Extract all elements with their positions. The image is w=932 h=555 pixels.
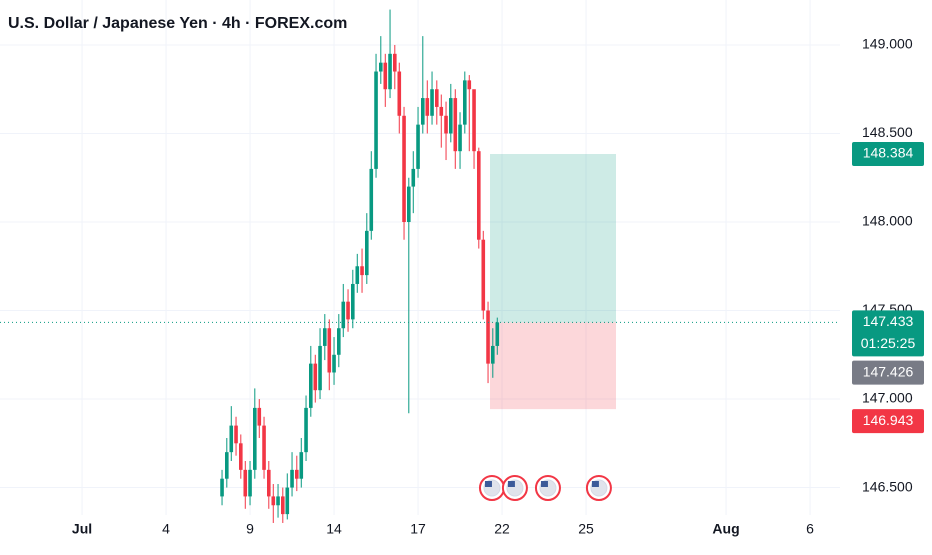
- target-label: 148.384: [863, 145, 914, 161]
- candle-body: [397, 71, 402, 116]
- candle-body: [383, 62, 388, 90]
- candle-body: [439, 106, 444, 116]
- candle-body: [346, 301, 350, 320]
- candle-body: [407, 186, 411, 223]
- candle-body: [449, 98, 453, 134]
- candle-body: [388, 53, 392, 90]
- event-icon: [501, 475, 528, 501]
- x-tick-label: Aug: [712, 521, 739, 537]
- candle-body: [472, 89, 476, 152]
- stop-label: 146.943: [863, 412, 914, 428]
- candle-body: [421, 98, 425, 125]
- labels: 146.500147.000147.500148.000148.500149.0…: [72, 0, 932, 550]
- candle-body: [360, 266, 364, 276]
- candle-body: [453, 98, 458, 152]
- candle-body: [220, 478, 224, 497]
- last-price-label: 147.433: [863, 313, 914, 329]
- candle-body: [458, 124, 462, 152]
- event-canton: [507, 481, 515, 487]
- candle-body: [313, 363, 318, 391]
- candle-body: [369, 168, 374, 231]
- candle-body: [234, 425, 238, 444]
- x-tick-label: 22: [494, 521, 510, 537]
- candle-body: [248, 469, 252, 497]
- candle-body: [243, 469, 248, 497]
- candle-body: [276, 496, 280, 506]
- candle-body: [477, 151, 481, 240]
- candle-body: [444, 115, 448, 134]
- candle-body: [393, 53, 397, 72]
- candle-body: [299, 452, 304, 479]
- x-tick-label: 9: [246, 521, 254, 537]
- y-tick-label: 147.000: [862, 390, 913, 406]
- countdown: 01:25:25: [861, 335, 916, 351]
- stop-label-bg: [852, 409, 924, 434]
- candle-body: [262, 425, 266, 470]
- event-canton: [540, 481, 548, 487]
- candle-body: [239, 443, 243, 470]
- candle-body: [304, 407, 308, 453]
- axis-bg: [841, 0, 932, 550]
- candle-body: [290, 469, 294, 488]
- candle-body: [351, 283, 355, 320]
- candle-body: [318, 345, 322, 391]
- candle-body: [402, 115, 406, 223]
- candle-body: [309, 363, 313, 408]
- event-icon: [478, 475, 505, 501]
- candle-body: [463, 80, 467, 125]
- candle-body: [355, 266, 360, 284]
- candle-body: [425, 98, 430, 116]
- x-tick-label: Jul: [72, 521, 92, 537]
- candle-body: [337, 328, 341, 355]
- bid-label: 147.426: [863, 363, 914, 379]
- event-icon: [585, 475, 612, 501]
- candle-body: [374, 71, 378, 169]
- candle-body: [491, 345, 495, 364]
- candle-body: [481, 239, 486, 311]
- x-tick-label: 4: [162, 521, 170, 537]
- candle-body: [430, 89, 434, 116]
- y-tick-label: 148.000: [862, 213, 913, 229]
- candle-body: [253, 407, 257, 470]
- candle-body: [365, 230, 369, 276]
- event-canton: [591, 481, 599, 487]
- candle-body: [435, 89, 439, 107]
- y-tick-label: 148.500: [862, 124, 913, 140]
- candle-body: [229, 425, 234, 453]
- stop-zone: [490, 322, 616, 410]
- candle-body: [411, 168, 416, 187]
- candle-body: [225, 452, 229, 479]
- event-icon: [534, 475, 561, 501]
- last-price-label-bg: [852, 310, 924, 357]
- candle-body: [416, 124, 420, 169]
- chart-title: U.S. Dollar / Japanese Yen · 4h · FOREX.…: [8, 15, 347, 32]
- y-tick-label: 146.500: [862, 478, 913, 494]
- x-tick-label: 14: [326, 521, 342, 537]
- candle-body: [467, 80, 472, 90]
- target-label-bg: [852, 142, 924, 167]
- candle-body: [267, 469, 271, 497]
- target-zone: [490, 154, 616, 323]
- candle-body: [285, 487, 290, 515]
- candle-body: [257, 407, 262, 426]
- x-tick-label: 6: [806, 521, 814, 537]
- x-tick-label: 17: [410, 521, 426, 537]
- candle-body: [281, 496, 285, 515]
- y-tick-label: 149.000: [862, 36, 913, 52]
- candle-body: [323, 328, 327, 346]
- candle-body: [332, 354, 336, 373]
- x-tick-label: 25: [578, 521, 594, 537]
- plot: [0, 0, 840, 523]
- candle-body: [495, 322, 500, 346]
- candle-body: [271, 496, 276, 506]
- candle-body: [327, 328, 332, 373]
- candle-body: [486, 310, 490, 364]
- candle-body: [295, 469, 299, 479]
- bid-label-bg: [852, 360, 924, 385]
- candle-body: [379, 62, 383, 72]
- event-canton: [484, 481, 492, 487]
- candle-body: [341, 301, 346, 329]
